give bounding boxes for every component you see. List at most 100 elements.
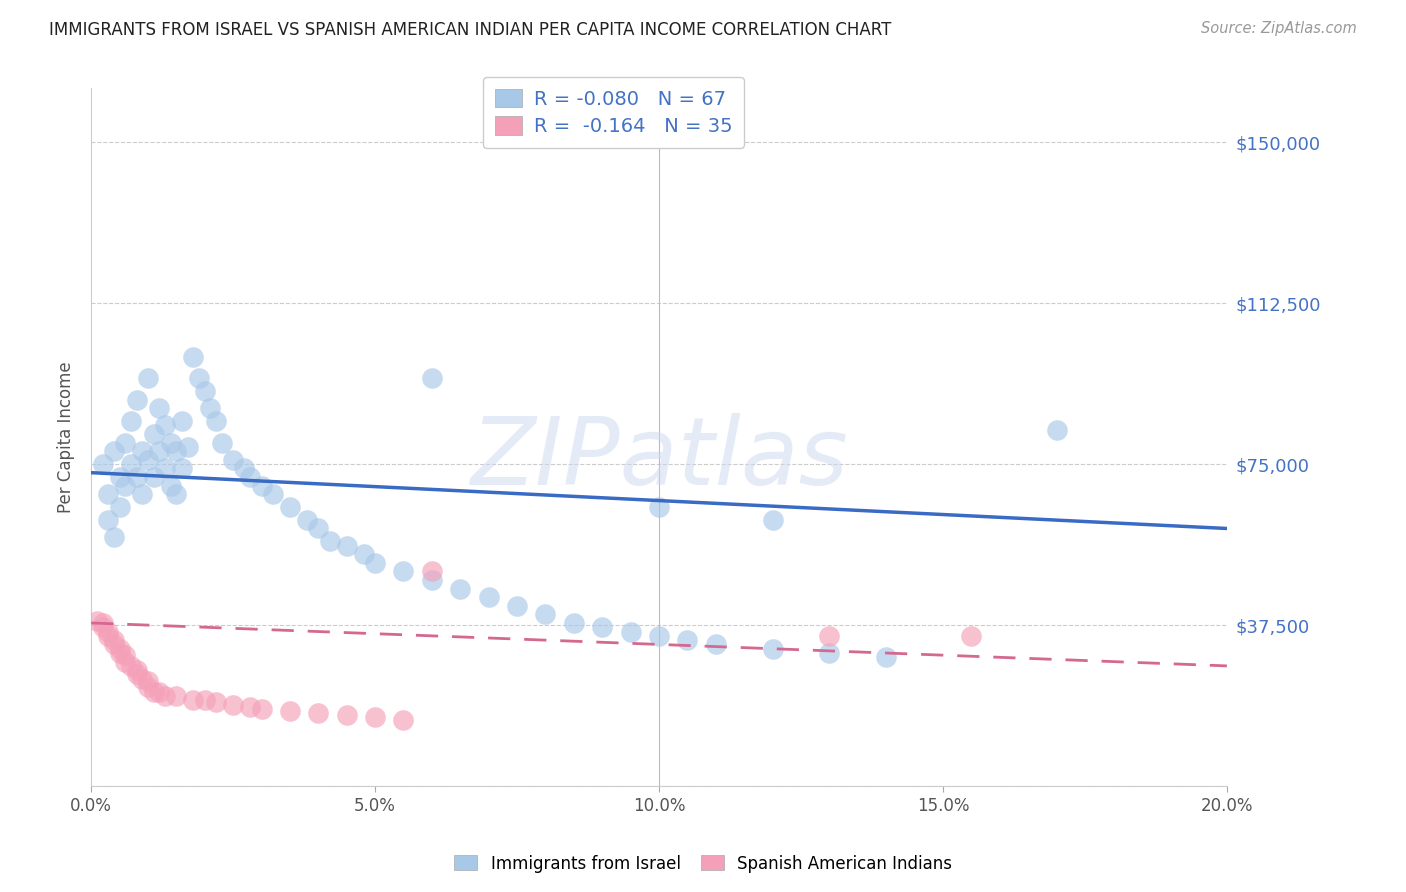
Point bbox=[648, 629, 671, 643]
Point bbox=[534, 607, 557, 622]
Point bbox=[960, 629, 983, 643]
Point bbox=[318, 534, 340, 549]
Point bbox=[392, 713, 415, 727]
Point bbox=[136, 673, 159, 688]
Point bbox=[86, 614, 108, 628]
Point bbox=[420, 573, 443, 587]
Point bbox=[142, 684, 165, 698]
Point bbox=[136, 452, 159, 467]
Point bbox=[108, 470, 131, 484]
Point bbox=[364, 556, 387, 570]
Point bbox=[188, 371, 211, 385]
Point bbox=[125, 470, 148, 484]
Point bbox=[142, 470, 165, 484]
Point bbox=[364, 710, 387, 724]
Point bbox=[91, 620, 114, 634]
Point bbox=[307, 521, 329, 535]
Point bbox=[114, 478, 136, 492]
Text: Source: ZipAtlas.com: Source: ZipAtlas.com bbox=[1201, 21, 1357, 37]
Point bbox=[165, 444, 187, 458]
Point bbox=[120, 659, 142, 673]
Point bbox=[91, 615, 114, 630]
Legend: Immigrants from Israel, Spanish American Indians: Immigrants from Israel, Spanish American… bbox=[447, 848, 959, 880]
Point bbox=[222, 452, 245, 467]
Point bbox=[620, 624, 643, 639]
Point bbox=[233, 461, 256, 475]
Point bbox=[262, 487, 284, 501]
Point bbox=[97, 487, 120, 501]
Point bbox=[200, 401, 222, 416]
Point bbox=[165, 689, 187, 703]
Point bbox=[103, 530, 125, 544]
Point bbox=[91, 457, 114, 471]
Point bbox=[131, 444, 153, 458]
Legend: R = -0.080   N = 67, R =  -0.164   N = 35: R = -0.080 N = 67, R = -0.164 N = 35 bbox=[484, 77, 744, 148]
Point bbox=[136, 681, 159, 695]
Point bbox=[239, 699, 262, 714]
Point bbox=[120, 414, 142, 428]
Point bbox=[818, 646, 841, 660]
Point bbox=[183, 350, 205, 364]
Point bbox=[295, 513, 318, 527]
Point bbox=[676, 633, 699, 648]
Point bbox=[108, 646, 131, 660]
Point bbox=[114, 435, 136, 450]
Point bbox=[97, 629, 120, 643]
Point bbox=[131, 487, 153, 501]
Point bbox=[307, 706, 329, 720]
Point bbox=[211, 435, 233, 450]
Point bbox=[205, 414, 228, 428]
Point bbox=[170, 461, 193, 475]
Point bbox=[153, 461, 176, 475]
Point bbox=[114, 648, 136, 662]
Y-axis label: Per Capita Income: Per Capita Income bbox=[58, 361, 75, 513]
Point bbox=[392, 565, 415, 579]
Point bbox=[97, 513, 120, 527]
Point bbox=[148, 401, 170, 416]
Point bbox=[449, 582, 471, 596]
Text: IMMIGRANTS FROM ISRAEL VS SPANISH AMERICAN INDIAN PER CAPITA INCOME CORRELATION : IMMIGRANTS FROM ISRAEL VS SPANISH AMERIC… bbox=[49, 21, 891, 39]
Point bbox=[136, 371, 159, 385]
Text: ZIPatlas: ZIPatlas bbox=[470, 413, 848, 504]
Point bbox=[114, 655, 136, 669]
Point bbox=[250, 702, 273, 716]
Point bbox=[159, 435, 181, 450]
Point bbox=[278, 704, 301, 718]
Point bbox=[108, 641, 131, 656]
Point bbox=[148, 684, 170, 698]
Point bbox=[353, 547, 375, 561]
Point bbox=[142, 427, 165, 442]
Point bbox=[125, 663, 148, 677]
Point bbox=[704, 637, 727, 651]
Point bbox=[591, 620, 613, 634]
Point bbox=[108, 500, 131, 514]
Point bbox=[165, 487, 187, 501]
Point bbox=[478, 591, 501, 605]
Point bbox=[103, 444, 125, 458]
Point bbox=[131, 672, 153, 686]
Point bbox=[97, 624, 120, 639]
Point bbox=[420, 371, 443, 385]
Point bbox=[506, 599, 529, 613]
Point bbox=[1045, 423, 1067, 437]
Point bbox=[222, 698, 245, 712]
Point bbox=[194, 384, 217, 398]
Point bbox=[103, 637, 125, 651]
Point bbox=[153, 689, 176, 703]
Point bbox=[278, 500, 301, 514]
Point bbox=[562, 615, 585, 630]
Point bbox=[176, 440, 198, 454]
Point bbox=[336, 708, 359, 723]
Point bbox=[103, 633, 125, 648]
Point bbox=[153, 418, 176, 433]
Point bbox=[125, 667, 148, 681]
Point bbox=[336, 539, 359, 553]
Point bbox=[159, 478, 181, 492]
Point bbox=[120, 457, 142, 471]
Point bbox=[170, 414, 193, 428]
Point bbox=[239, 470, 262, 484]
Point bbox=[818, 629, 841, 643]
Point bbox=[761, 513, 783, 527]
Point bbox=[205, 695, 228, 709]
Point bbox=[420, 565, 443, 579]
